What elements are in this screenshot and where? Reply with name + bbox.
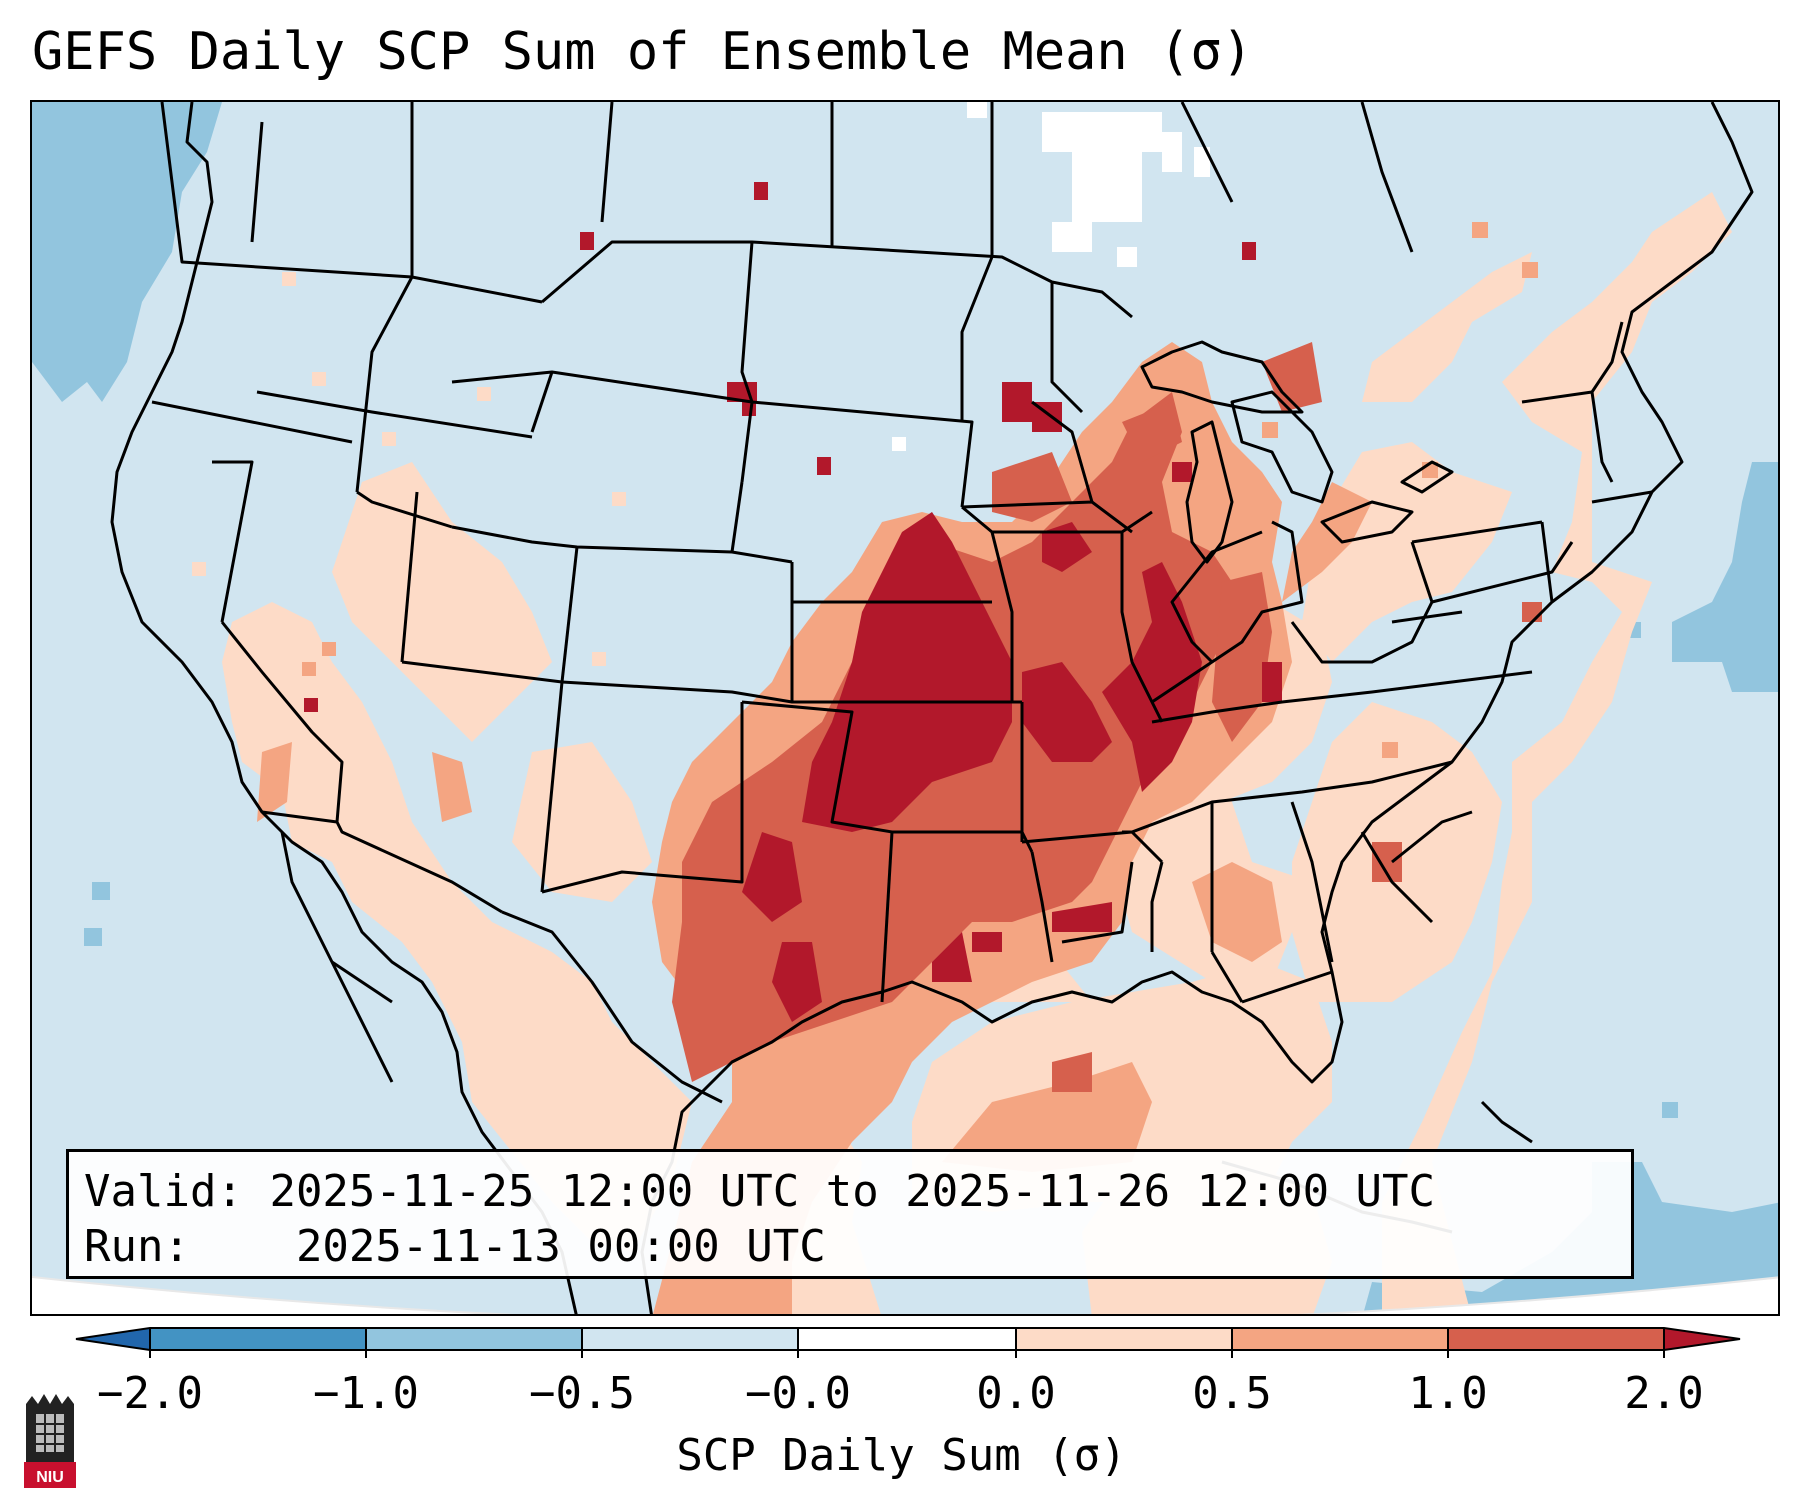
colorbar-bin — [1016, 1328, 1232, 1350]
colorbar-extend-low — [76, 1328, 150, 1350]
colorbar-bin — [798, 1328, 1016, 1350]
map-panel — [30, 100, 1780, 1316]
map-svg — [32, 102, 1778, 1314]
colorbar-tick-label: 0.0 — [976, 1368, 1056, 1419]
colorbar-tick-label: 1.0 — [1408, 1368, 1488, 1419]
colorbar-tick-label: −0.0 — [745, 1368, 851, 1419]
colorbar — [75, 1327, 1741, 1358]
colorbar-tick-label: −0.5 — [529, 1368, 635, 1419]
run-label: Run: — [84, 1221, 190, 1272]
valid-value: 2025-11-25 12:00 UTC to 2025-11-26 12:00… — [269, 1166, 1436, 1217]
valid-run-info-box: Valid: 2025-11-25 12:00 UTC to 2025-11-2… — [66, 1149, 1634, 1279]
svg-text:NIU: NIU — [36, 1469, 64, 1486]
run-value: 2025-11-13 00:00 UTC — [295, 1221, 826, 1272]
colorbar-extend-high — [1664, 1328, 1740, 1350]
state-borders — [151, 102, 1653, 1004]
colorbar-bin — [1448, 1328, 1664, 1350]
colorbar-tick-label: −2.0 — [97, 1368, 203, 1419]
extreme-positive-anomaly — [304, 182, 1282, 1022]
chart-title: GEFS Daily SCP Sum of Ensemble Mean (σ) — [32, 22, 1253, 82]
colorbar-tick-label: 0.5 — [1192, 1368, 1272, 1419]
colorbar-bin — [150, 1328, 366, 1350]
colorbar-bin — [366, 1328, 582, 1350]
colorbar-bin — [582, 1328, 798, 1350]
mexico-borders — [331, 910, 723, 1104]
niu-logo-icon: NIU — [24, 1394, 76, 1488]
negative-anomaly-pacific — [32, 102, 222, 946]
colorbar-tick-label: −1.0 — [313, 1368, 419, 1419]
colorbar-label: SCP Daily Sum (σ) — [676, 1430, 1127, 1481]
neutral-speckles — [892, 102, 1210, 451]
colorbar-bin — [1232, 1328, 1448, 1350]
valid-label: Valid: — [84, 1166, 243, 1217]
colorbar-tick-label: 2.0 — [1624, 1368, 1704, 1419]
